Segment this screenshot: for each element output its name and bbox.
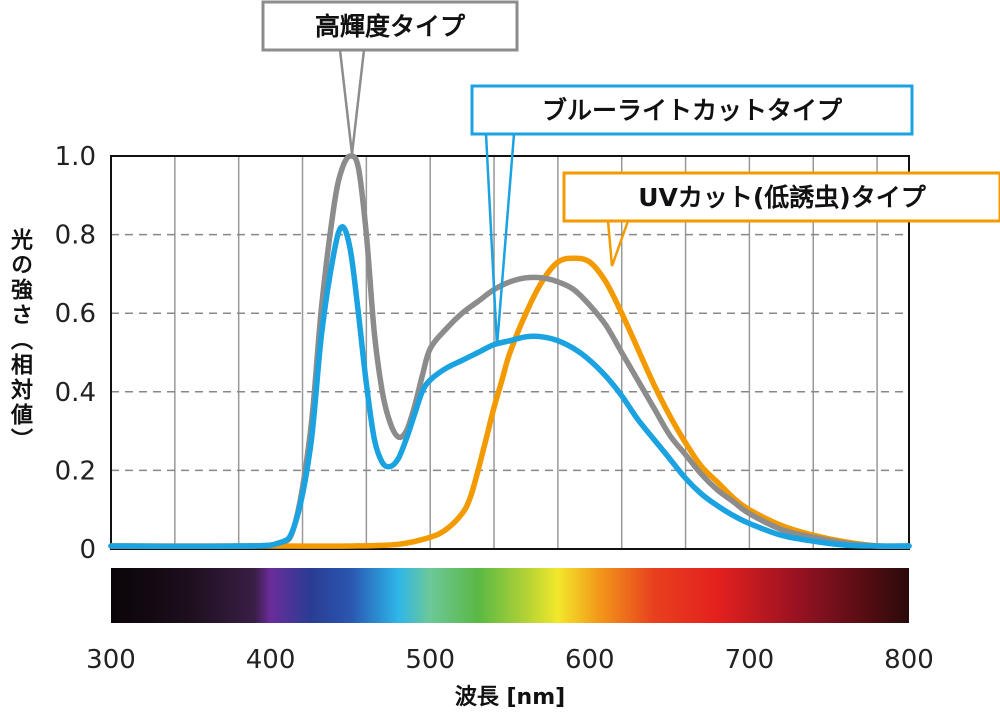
plot-frame	[110, 155, 910, 550]
legend-leader-line	[484, 133, 516, 347]
series-layer	[108, 153, 912, 549]
y-tick-label: 0	[79, 535, 96, 565]
spectrum-color-bar	[111, 568, 909, 623]
x-tick-label: 700	[725, 645, 775, 675]
legend-label: UVカット(低誘虫)タイプ	[638, 183, 927, 212]
legend-leader-line	[606, 220, 630, 267]
x-tick-label: 600	[565, 645, 615, 675]
legend-box	[562, 171, 1000, 223]
axis-ticks: 300 400 500 600 700 800 0 0.2 0.4 0.6 0.8 1.0	[55, 142, 934, 675]
y-tick-label: 0.8	[55, 221, 96, 251]
y-tick-label: 0.4	[55, 378, 96, 408]
series-line-0	[108, 153, 912, 549]
legend-box	[261, 0, 519, 52]
y-tick-label: 0.2	[55, 456, 96, 486]
legend-label: 高輝度タイプ	[315, 12, 466, 41]
y-tick-label: 0.6	[55, 299, 96, 329]
y-axis-label: 光の強さ（相対値）	[7, 228, 32, 453]
series-line-1	[108, 223, 912, 549]
x-tick-label: 800	[884, 645, 934, 675]
x-tick-label: 400	[246, 645, 296, 675]
legend-label: ブルーライトカットタイプ	[542, 96, 843, 125]
legend-leader-line	[338, 49, 366, 155]
x-tick-label: 500	[405, 645, 455, 675]
legend-box	[470, 84, 914, 136]
x-tick-label: 300	[86, 645, 136, 675]
y-tick-label: 1.0	[55, 142, 96, 172]
series-line-2	[108, 255, 912, 549]
legend-leaders	[338, 49, 630, 347]
x-axis-label: 波長 [nm]	[455, 685, 565, 710]
